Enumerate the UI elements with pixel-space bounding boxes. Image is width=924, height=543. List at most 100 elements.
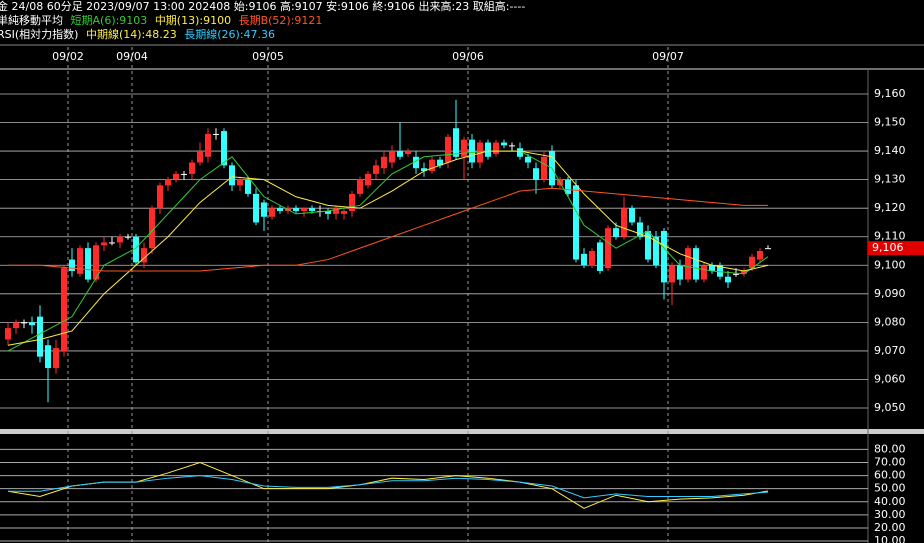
- legend-entry: 短期A(6):9103: [71, 13, 148, 27]
- candle-body: [357, 179, 363, 194]
- candle-body: [741, 270, 747, 274]
- candle-body: [461, 139, 467, 157]
- y-tick-label: 20.00: [874, 521, 906, 534]
- candle-body: [37, 316, 43, 357]
- candle-body: [501, 142, 507, 146]
- candle-body: [589, 250, 595, 266]
- legend-entry: 中期(13):9100: [155, 14, 231, 27]
- candle-body: [29, 322, 35, 326]
- candle-body: [77, 248, 83, 274]
- candle-body: [5, 328, 11, 340]
- candle-body: [45, 345, 51, 369]
- candle-body: [61, 268, 67, 351]
- candle-body: [269, 208, 275, 217]
- candle-body: [677, 265, 683, 280]
- candle-body: [261, 202, 267, 217]
- candle-body: [701, 265, 707, 280]
- y-tick-label: 9,100: [874, 258, 906, 271]
- y-tick-label: 60.00: [874, 469, 906, 482]
- candle-body: [133, 236, 139, 263]
- y-tick-label: 9,050: [874, 401, 906, 414]
- y-tick-label: 50.00: [874, 482, 906, 495]
- candle-body: [533, 168, 539, 180]
- y-tick-label: 9,150: [874, 116, 906, 129]
- candle-body: [525, 156, 531, 163]
- candle-body: [197, 151, 203, 163]
- x-tick-label: 09/06: [452, 50, 484, 63]
- y-tick-label: 9,120: [874, 201, 906, 214]
- ma-legend: 単純移動平均 短期A(6):9103 中期(13):9100 長期B(52):9…: [0, 13, 322, 27]
- candle-body: [349, 193, 355, 212]
- candle-body: [445, 136, 451, 163]
- candle-body: [709, 265, 715, 271]
- candle-body: [717, 265, 723, 277]
- candle-body: [509, 145, 515, 147]
- ma-title: 単純移動平均: [0, 13, 63, 27]
- candle-body: [429, 159, 435, 172]
- candle-body: [381, 156, 387, 169]
- candle-body: [629, 208, 635, 223]
- y-tick-label: 9,160: [874, 87, 906, 100]
- candle-body: [69, 259, 75, 271]
- candle-body: [469, 139, 475, 163]
- candle-body: [477, 142, 483, 163]
- last-price-label: 9,106: [872, 241, 904, 254]
- candle-body: [13, 322, 19, 329]
- candle-body: [613, 228, 619, 237]
- candle-body: [669, 265, 675, 283]
- candle-body: [373, 165, 379, 174]
- y-tick-label: 9,140: [874, 144, 906, 157]
- candle-body: [301, 208, 307, 212]
- candle-body: [573, 185, 579, 260]
- x-tick-label: 09/04: [116, 50, 148, 63]
- candle-body: [149, 208, 155, 249]
- legend-entry: 長期線(26):47.36: [184, 27, 275, 41]
- candle-body: [565, 179, 571, 194]
- candle-body: [413, 156, 419, 169]
- candle-body: [21, 322, 27, 324]
- candle-body: [101, 242, 107, 246]
- candle-body: [421, 168, 427, 172]
- y-tick-label: 9,060: [874, 372, 906, 385]
- candle-body: [485, 142, 491, 157]
- candle-body: [309, 208, 315, 212]
- candle-body: [85, 248, 91, 280]
- candle-body: [405, 151, 411, 154]
- indicator-line: [7, 150, 769, 346]
- x-tick-label: 09/07: [652, 50, 684, 63]
- candle-body: [493, 142, 499, 154]
- last-price-box: [868, 241, 924, 256]
- y-tick-label: 9,090: [874, 287, 906, 300]
- candle-body: [685, 248, 691, 280]
- panel-separator: [0, 429, 924, 434]
- indicator-line: [8, 187, 768, 272]
- candle-body: [765, 248, 771, 250]
- candle-body: [749, 256, 755, 269]
- candle-body: [277, 208, 283, 212]
- candle-body: [229, 165, 235, 186]
- candle-body: [205, 133, 211, 157]
- x-tick-label: 09/02: [52, 50, 84, 63]
- candle-body: [333, 208, 339, 214]
- candle-body: [637, 222, 643, 237]
- candle-body: [165, 179, 171, 186]
- candle-body: [581, 253, 587, 266]
- candle-body: [141, 248, 147, 263]
- y-tick-label: 9,110: [874, 230, 906, 243]
- candle-body: [221, 131, 227, 166]
- candle-body: [173, 173, 179, 180]
- candle-body: [397, 151, 403, 157]
- candle-body: [189, 162, 195, 174]
- candle-body: [605, 228, 611, 269]
- candle-body: [213, 133, 219, 135]
- candle-body: [693, 248, 699, 280]
- indicator-line: [7, 150, 769, 352]
- candle-body: [597, 242, 603, 271]
- y-tick-label: 80.00: [874, 442, 906, 455]
- rsi-title: RSI(相対力指数): [0, 27, 78, 41]
- y-tick-label: 30.00: [874, 508, 906, 521]
- candle-body: [125, 236, 131, 238]
- y-tick-label: 70.00: [874, 455, 906, 468]
